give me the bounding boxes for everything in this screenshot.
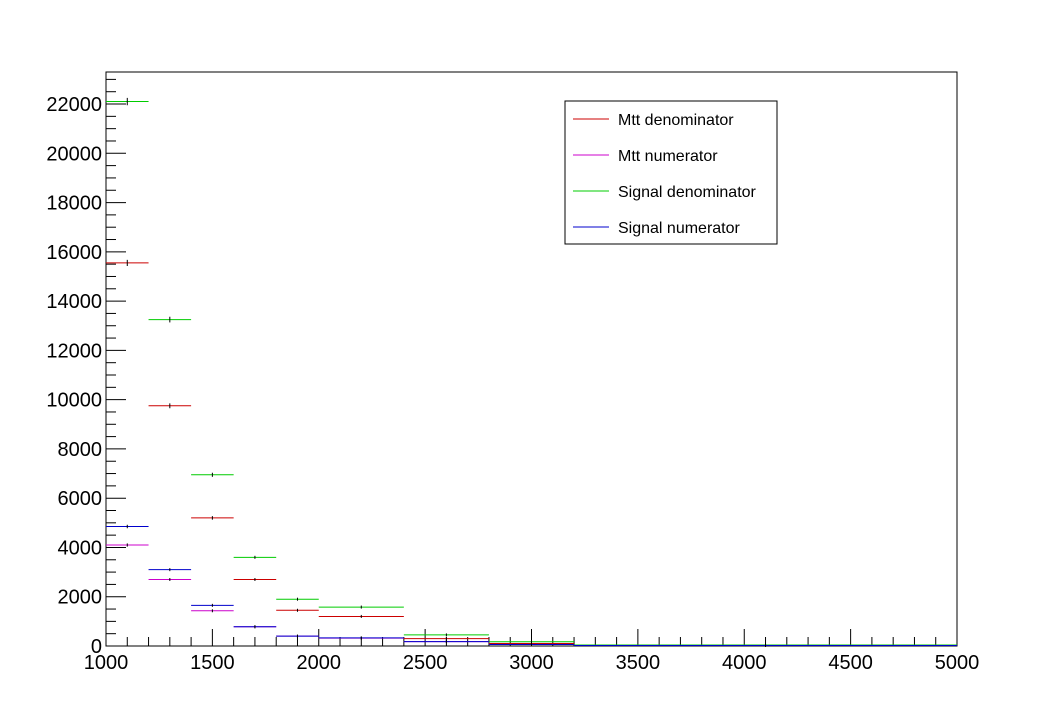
series-mtt-denominator [106,259,957,647]
series-layer [106,97,957,648]
legend: Mtt denominator Mtt numerator Signal denom… [564,100,778,245]
legend-entry: Mtt numerator [618,148,718,165]
series-signal-denominator [106,97,957,647]
y-tick-label: 2000 [58,587,103,609]
x-tick-label: 1500 [190,652,235,674]
x-tick-label: 5000 [935,652,980,674]
legend-entry: Signal numerator [618,220,741,237]
y-tick-label: 14000 [46,291,102,313]
axes: 1000 1500 2000 2500 3000 3500 4000 4500 5000 0 200… [46,78,980,674]
y-tick-label: 20000 [46,143,102,165]
y-tick-label: 18000 [46,193,102,215]
x-tick-label: 3000 [509,652,554,674]
x-tick-label: 4000 [722,652,767,674]
y-tick-label: 10000 [46,390,102,412]
y-tick-label: 4000 [58,537,103,559]
series-signal-numerator [106,524,957,648]
x-tick-label: 3500 [616,652,661,674]
y-tick-label: 8000 [58,439,103,461]
legend-entry: Mtt denominator [618,112,734,129]
x-tick-label: 1000 [84,652,129,674]
legend-box [564,100,778,245]
y-tick-label: 0 [91,636,102,658]
y-tick-label: 22000 [46,94,102,116]
y-tick-label: 12000 [46,340,102,362]
y-tick-label: 16000 [46,242,102,264]
y-tick-label: 6000 [58,488,103,510]
legend-entry: Signal denominator [618,184,757,201]
x-tick-label: 2500 [403,652,448,674]
x-tick-label: 2000 [297,652,342,674]
plot-frame [105,71,958,647]
x-tick-label: 4500 [828,652,873,674]
